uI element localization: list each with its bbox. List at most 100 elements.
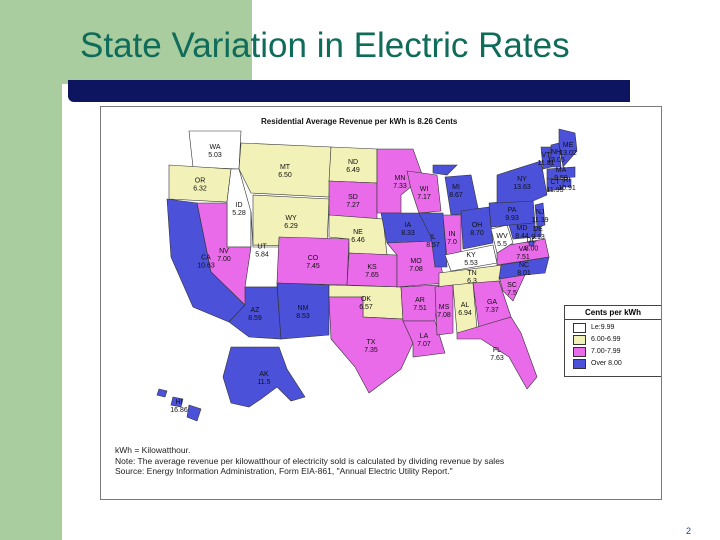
- state-code-pa: PA: [508, 207, 517, 214]
- us-map: WA5.03OR6.32ID5.28MT6.50ND6.49MN7.33SD7.…: [156, 128, 578, 422]
- state-code-la: LA: [420, 333, 429, 340]
- state-code-ut: UT: [257, 244, 267, 251]
- legend-item: 7.00-7.99: [573, 346, 661, 357]
- state-code-ky: KY: [466, 252, 476, 259]
- state-code-oh: OH: [472, 222, 483, 229]
- state-value-la: 7.07: [417, 341, 431, 348]
- note-line: kWh = Kilowatthour.: [115, 445, 191, 455]
- state-code-mn: MN: [395, 175, 406, 182]
- state-value-sc: 7.5: [507, 290, 517, 297]
- state-value-az: 8.59: [248, 315, 262, 322]
- state-code-ok: OK: [361, 296, 371, 303]
- state-code-nc: NC: [519, 262, 529, 269]
- state-value-ia: 8.33: [401, 230, 415, 237]
- note-line: Note: The average revenue per kilowattho…: [115, 455, 505, 466]
- state-value-me: 13.02: [559, 150, 577, 157]
- state-value-nj: 11.39: [532, 217, 549, 224]
- state-value-md: 8.44: [515, 233, 529, 240]
- slide-title: State Variation in Electric Rates: [80, 26, 570, 65]
- state-wv: [490, 224, 514, 254]
- legend-swatch: [573, 322, 586, 333]
- state-value-hi: 16.86: [170, 407, 188, 414]
- state-code-hi: HI: [176, 399, 183, 406]
- state-code-vt: VT: [542, 152, 552, 159]
- state-code-nm: NM: [298, 305, 309, 312]
- state-code-ak: AK: [259, 371, 269, 378]
- state-code-wv: WV: [496, 233, 508, 240]
- state-code-ri: RI: [564, 177, 571, 184]
- legend-label: 6.00-6.99: [591, 336, 621, 343]
- state-value-nc: 8.01: [517, 270, 531, 277]
- state-ny: [496, 160, 548, 204]
- state-value-ms: 7.08: [437, 312, 451, 319]
- legend-title: Cents per kWh: [565, 308, 661, 320]
- state-code-ks: KS: [367, 264, 377, 271]
- state-code-wy: WY: [285, 215, 297, 222]
- state-value-ak: 11.5: [257, 379, 270, 386]
- state-ct: [546, 178, 564, 192]
- state-value-mi: 8.67: [449, 192, 463, 199]
- state-value-al: 6.94: [458, 310, 472, 317]
- state-code-va: VA: [519, 246, 528, 253]
- state-code-co: CO: [308, 255, 319, 262]
- legend-swatch: [573, 358, 586, 369]
- state-code-mt: MT: [280, 164, 291, 171]
- state-value-id: 5.28: [232, 210, 246, 217]
- title-underline-bar: [68, 80, 630, 102]
- state-code-ny: NY: [517, 176, 527, 183]
- state-value-pa: 9.93: [505, 215, 519, 222]
- state-me: [558, 128, 578, 168]
- state-tx: [328, 296, 414, 394]
- state-code-ar: AR: [415, 297, 425, 304]
- state-oh: [460, 206, 494, 250]
- legend-label: Over 8.00: [591, 360, 622, 367]
- state-value-wv: 5.5: [497, 241, 507, 248]
- state-value-mt: 6.50: [278, 172, 292, 179]
- state-code-sd: SD: [348, 194, 358, 201]
- state-value-nh: 13.05: [547, 157, 565, 164]
- state-value-ny: 13.63: [513, 184, 531, 191]
- state-code-ga: GA: [487, 299, 497, 306]
- state-la: [402, 320, 446, 358]
- state-value-in: 7.0: [447, 239, 457, 246]
- state-value-mn: 7.33: [393, 183, 407, 190]
- state-value-nv: 7.00: [217, 256, 231, 263]
- note-line: Source: Energy Information Administratio…: [115, 466, 453, 476]
- state-ma: [546, 166, 576, 180]
- state-value-ma: 9.59: [554, 175, 568, 182]
- state-code-il: IL: [430, 234, 436, 241]
- state-code-wa: WA: [209, 144, 220, 151]
- state-code-de: DE: [533, 226, 543, 233]
- map-notes: kWh = Kilowatthour. Note: The average re…: [115, 445, 504, 477]
- state-value-dc: 8.00: [525, 246, 539, 253]
- state-code-mi: MI: [452, 184, 460, 191]
- state-code-nj: NJ: [536, 209, 545, 216]
- state-value-ok: 6.57: [359, 304, 373, 311]
- state-value-wi: 7.17: [417, 194, 431, 201]
- state-nh: [550, 142, 562, 168]
- state-code-fl: FL: [493, 347, 501, 354]
- state-value-co: 7.45: [306, 263, 320, 270]
- state-value-wa: 5.03: [208, 152, 222, 159]
- state-il: [418, 212, 448, 268]
- legend-swatch: [573, 346, 586, 357]
- state-code-nv: NV: [219, 248, 229, 255]
- state-value-va: 7.51: [516, 254, 530, 261]
- state-value-nd: 6.49: [346, 167, 360, 174]
- state-fl: [456, 316, 538, 390]
- state-value-ks: 7.65: [365, 272, 379, 279]
- state-code-id: ID: [236, 202, 243, 209]
- state-code-me: ME: [563, 142, 574, 149]
- state-value-ri: 10.91: [558, 185, 576, 192]
- state-code-nd: ND: [348, 159, 358, 166]
- state-value-il: 8.57: [426, 242, 440, 249]
- state-code-tn: TN: [467, 270, 476, 277]
- state-mn: [376, 148, 424, 214]
- state-value-ca: 10.63: [197, 263, 215, 270]
- legend-label: 7.00-7.99: [591, 348, 621, 355]
- state-code-ct: CT: [550, 179, 560, 186]
- state-value-mo: 7.08: [409, 266, 423, 273]
- state-mo: [386, 240, 446, 288]
- state-code-dc: DC: [526, 238, 536, 245]
- state-ms: [434, 284, 454, 336]
